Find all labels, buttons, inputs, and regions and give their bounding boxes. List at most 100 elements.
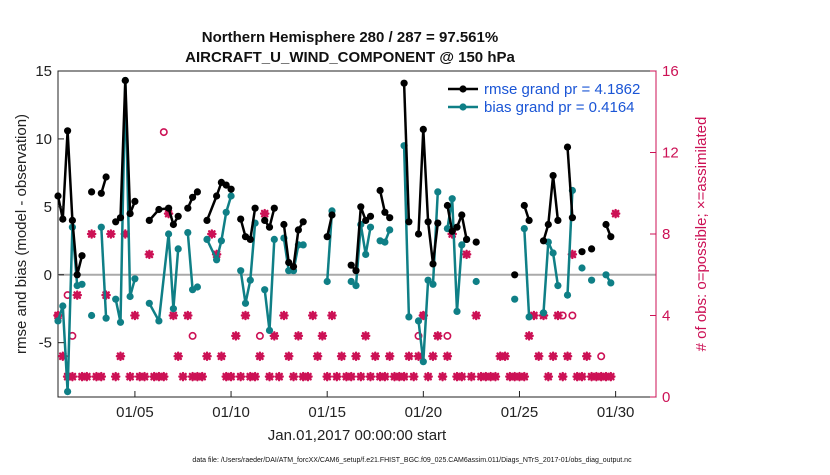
rmse-point <box>126 210 134 218</box>
obs-possible-marker <box>255 331 264 340</box>
obs-assimilated-marker <box>274 371 284 382</box>
obs-assimilated-marker <box>187 371 198 382</box>
obs-assimilated-marker <box>375 371 385 382</box>
rmse-line <box>542 174 560 242</box>
y-tick-label: 0 <box>44 267 52 284</box>
rmse-point <box>165 204 173 212</box>
obs-assimilated-marker <box>529 310 539 321</box>
bias-point <box>261 286 269 294</box>
obs-assimilated-marker <box>524 331 534 341</box>
obs-assimilated-marker <box>72 290 83 300</box>
bias-point <box>155 317 163 325</box>
bias-line <box>402 145 411 317</box>
bias-point <box>88 311 96 320</box>
bias-point <box>352 282 360 290</box>
obs-assimilated-marker <box>182 310 193 321</box>
y2-tick-label: 12 <box>662 145 679 162</box>
obs-assimilated-marker <box>154 371 164 382</box>
obs-assimilated-marker <box>490 371 501 382</box>
rmse-point <box>184 204 192 212</box>
obs-assimilated-marker <box>610 208 621 219</box>
bias-point <box>102 314 110 322</box>
x-tick-label: 01/10 <box>212 404 250 421</box>
rmse-point <box>64 127 72 135</box>
obs-assimilated-marker <box>279 310 289 321</box>
rmse-point <box>294 226 302 234</box>
bias-point <box>578 264 586 272</box>
obs-assimilated-marker <box>514 371 525 382</box>
axes: 15 10 5 0 -5 16 12 8 4 0 01/05 01/10 01/15 01/20 01/25… <box>35 63 678 421</box>
rmse-point <box>453 223 461 231</box>
rmse-point <box>434 219 442 227</box>
rmse-point <box>68 216 76 224</box>
chart-title-line-1: Northern Hemisphere 280 / 287 = 97.561% <box>202 29 498 46</box>
obs-assimilated-marker <box>211 249 222 260</box>
rmse-line <box>325 214 334 237</box>
obs-assimilated-marker <box>216 351 227 362</box>
rmse-point <box>131 197 139 205</box>
rmse-point <box>568 214 577 222</box>
bias-point <box>588 276 596 284</box>
obs-assimilated-marker <box>365 371 376 382</box>
obs-assimilated-marker <box>442 351 453 362</box>
obs-assimilated-marker <box>562 351 573 362</box>
obs-assimilated-marker <box>82 371 92 382</box>
obs-assimilated-marker <box>586 371 597 382</box>
obs-assimilated-marker <box>495 351 506 362</box>
bias-point <box>424 276 432 284</box>
rmse-point <box>251 204 259 212</box>
obs-assimilated-marker <box>317 331 328 341</box>
obs-assimilated-marker <box>505 371 515 382</box>
obs-assimilated-marker <box>548 351 558 362</box>
rmse-point <box>121 76 129 85</box>
bias-point <box>217 237 225 245</box>
bias-point <box>112 295 120 303</box>
obs-assimilated-marker <box>404 351 414 362</box>
rmse-point <box>323 233 331 241</box>
obs-assimilated-marker <box>380 371 390 382</box>
bias-line <box>523 228 531 317</box>
y2-tick-label: 0 <box>662 389 670 406</box>
rmse-point <box>607 233 615 241</box>
rmse-point <box>429 260 437 268</box>
obs-assimilated-marker <box>601 371 611 382</box>
bias-point <box>270 235 278 243</box>
obs-assimilated-marker <box>322 371 332 382</box>
y-tick-label: 15 <box>35 63 52 80</box>
obs-assimilated-marker <box>461 249 472 260</box>
obs-assimilated-marker <box>596 371 606 382</box>
bias-point <box>78 280 86 288</box>
obs-assimilated-marker <box>327 310 337 321</box>
rmse-point <box>237 215 245 223</box>
rmse-point <box>602 220 610 229</box>
y-tick-label: -5 <box>39 335 52 352</box>
rmse-point <box>189 193 197 201</box>
obs-assimilated-marker <box>110 371 121 382</box>
bias-point <box>169 305 177 313</box>
rmse-point <box>549 172 557 180</box>
obs-assimilated-marker <box>293 331 304 341</box>
rmse-point <box>174 212 182 220</box>
legend-bias-marker <box>459 103 467 111</box>
rmse-point <box>405 218 413 226</box>
rmse-point <box>116 214 125 222</box>
bias-point <box>165 230 173 238</box>
obs-assimilated-marker <box>466 371 477 382</box>
rmse-point <box>112 218 120 226</box>
rmse-point <box>299 218 307 226</box>
bias-line <box>100 227 108 319</box>
obs-assimilated-marker <box>557 371 568 382</box>
x-tick-label: 01/25 <box>501 404 539 421</box>
obs-assimilated-marker <box>231 331 241 341</box>
y2-tick-label: 8 <box>662 226 670 243</box>
rmse-series <box>54 76 615 279</box>
legend-rmse-marker <box>459 85 467 93</box>
y2-tick-label: 4 <box>662 308 670 325</box>
rmse-point <box>419 125 427 133</box>
chart-title-line-2: AIRCRAFT_U_WIND_COMPONENT @ 150 hPa <box>185 49 515 66</box>
obs-assimilated-marker <box>567 249 578 260</box>
obs-assimilated-marker <box>500 351 510 362</box>
rmse-point <box>472 238 480 246</box>
bias-point <box>472 277 480 286</box>
obs-assimilated-marker <box>452 371 462 382</box>
